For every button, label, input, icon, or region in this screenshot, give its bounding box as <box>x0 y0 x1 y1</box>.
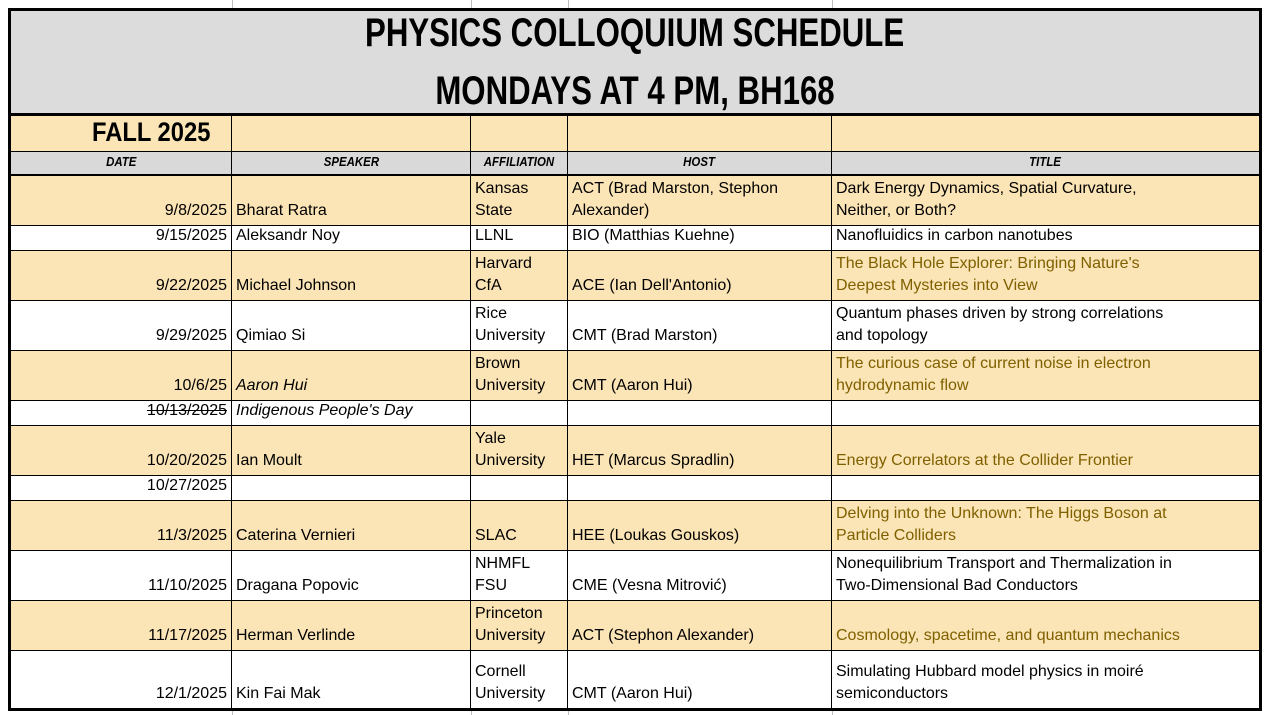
cell-date: 10/13/2025 <box>11 401 232 425</box>
cell-date: 11/3/2025 <box>11 501 232 550</box>
column-header-speaker: SPEAKER <box>232 152 471 174</box>
cell-host: CMT (Brad Marston) <box>568 301 832 350</box>
schedule-table: PHYSICS COLLOQUIUM SCHEDULE MONDAYS AT 4… <box>8 8 1262 711</box>
cell-title: Cosmology, spacetime, and quantum mechan… <box>836 627 1180 644</box>
cell-host: ACT (Brad Marston, Stephon Alexander) <box>568 176 832 225</box>
cell-host: ACT (Stephon Alexander) <box>568 601 832 650</box>
cell-host: HEE (Loukas Gouskos) <box>568 501 832 550</box>
cell-title: Dark Energy Dynamics, Spatial Curvature,… <box>836 180 1137 219</box>
schedule-row: 12/1/2025 Kin Fai Mak Cornell University… <box>11 651 1259 708</box>
cell-speaker: Qimiao Si <box>232 301 471 350</box>
schedule-row: 11/3/2025 Caterina Vernieri SLAC HEE (Lo… <box>11 501 1259 551</box>
schedule-row: 10/20/2025 Ian Moult Yale University HET… <box>11 426 1259 476</box>
cell-title: The Black Hole Explorer: Bringing Nature… <box>836 255 1140 294</box>
cell-date: 9/22/2025 <box>11 251 232 300</box>
cell-speaker: Kin Fai Mak <box>232 651 471 708</box>
cell-host: CMT (Aaron Hui) <box>568 651 832 708</box>
cell-date: 10/6/25 <box>11 351 232 400</box>
table-title-block: PHYSICS COLLOQUIUM SCHEDULE MONDAYS AT 4… <box>11 11 1259 116</box>
cell-affiliation: Cornell University <box>471 651 568 708</box>
cell-speaker: Dragana Popovic <box>232 551 471 600</box>
gridline-tick <box>832 711 833 715</box>
cell-affiliation: Rice University <box>471 301 568 350</box>
cell-title <box>832 401 1259 425</box>
schedule-row: 10/27/2025 <box>11 476 1259 501</box>
schedule-row: 9/8/2025 Bharat Ratra Kansas State ACT (… <box>11 176 1259 226</box>
cell-speaker: Ian Moult <box>232 426 471 475</box>
cell-host: BIO (Matthias Kuehne) <box>568 226 832 250</box>
cell-host: ACE (Ian Dell'Antonio) <box>568 251 832 300</box>
cell-title: Nonequilibrium Transport and Thermalizat… <box>836 555 1172 594</box>
cell-speaker: Indigenous People's Day <box>232 401 471 425</box>
column-header-affiliation: AFFILIATION <box>471 152 568 174</box>
cell-host: CMT (Aaron Hui) <box>568 351 832 400</box>
cell-speaker: Caterina Vernieri <box>232 501 471 550</box>
cell-affiliation: LLNL <box>471 226 568 250</box>
schedule-row: 9/22/2025 Michael Johnson Harvard CfA AC… <box>11 251 1259 301</box>
section-label: FALL 2025 <box>92 117 211 147</box>
cell-affiliation: Brown University <box>471 351 568 400</box>
cell-affiliation <box>471 401 568 425</box>
cell-title: Nanofluidics in carbon nanotubes <box>836 227 1073 244</box>
cell-affiliation: Harvard CfA <box>471 251 568 300</box>
cell-speaker: Michael Johnson <box>232 251 471 300</box>
gridline-tick <box>568 0 569 8</box>
schedule-row: 9/29/2025 Qimiao Si Rice University CMT … <box>11 301 1259 351</box>
column-header-title: TITLE <box>1029 154 1062 169</box>
cell-affiliation <box>471 476 568 500</box>
cell-speaker: Aaron Hui <box>232 351 471 400</box>
cell-affiliation: Princeton University <box>471 601 568 650</box>
cell-date: 9/8/2025 <box>11 176 232 225</box>
schedule-row: 11/10/2025 Dragana Popovic NHMFL FSU CME… <box>11 551 1259 601</box>
cell-title: Simulating Hubbard model physics in moir… <box>836 663 1144 702</box>
schedule-row: 11/17/2025 Herman Verlinde Princeton Uni… <box>11 601 1259 651</box>
cell-host <box>568 476 832 500</box>
cell-date: 9/15/2025 <box>11 226 232 250</box>
gridline-tick <box>832 0 833 8</box>
cell-date: 10/20/2025 <box>11 426 232 475</box>
cell-host <box>568 401 832 425</box>
column-header-host: HOST <box>568 152 832 174</box>
cell-title: Quantum phases driven by strong correlat… <box>836 305 1164 344</box>
schedule-row: 10/6/25 Aaron Hui Brown University CMT (… <box>11 351 1259 401</box>
cell-title: Delving into the Unknown: The Higgs Boso… <box>836 505 1167 544</box>
schedule-row: 9/15/2025 Aleksandr Noy LLNL BIO (Matthi… <box>11 226 1259 251</box>
section-row: FALL 2025 <box>11 116 1259 152</box>
cell-affiliation: NHMFL FSU <box>471 551 568 600</box>
gridline-tick <box>471 711 472 715</box>
column-header-row: DATE SPEAKER AFFILIATION HOST TITLE <box>11 152 1259 176</box>
cell-title <box>832 476 1259 500</box>
cell-host: CME (Vesna Mitrović) <box>568 551 832 600</box>
page-title: PHYSICS COLLOQUIUM SCHEDULE <box>365 10 905 55</box>
gridline-tick <box>471 0 472 8</box>
cell-host: HET (Marcus Spradlin) <box>568 426 832 475</box>
page-subtitle: MONDAYS AT 4 PM, BH168 <box>435 68 835 113</box>
gridline-tick <box>232 711 233 715</box>
cell-title: The curious case of current noise in ele… <box>836 355 1151 394</box>
cell-affiliation: SLAC <box>471 501 568 550</box>
cell-date: 11/17/2025 <box>11 601 232 650</box>
gridline-tick <box>232 0 233 8</box>
schedule-row: 10/13/2025 Indigenous People's Day <box>11 401 1259 426</box>
cell-affiliation: Yale University <box>471 426 568 475</box>
cell-date: 12/1/2025 <box>11 651 232 708</box>
cell-speaker <box>232 476 471 500</box>
column-header-date: DATE <box>11 152 232 174</box>
cell-date: 11/10/2025 <box>11 551 232 600</box>
cell-date: 9/29/2025 <box>11 301 232 350</box>
cell-speaker: Herman Verlinde <box>232 601 471 650</box>
cell-date: 10/27/2025 <box>11 476 232 500</box>
cell-speaker: Bharat Ratra <box>232 176 471 225</box>
cell-title: Energy Correlators at the Collider Front… <box>836 452 1134 469</box>
gridline-tick <box>568 711 569 715</box>
cell-affiliation: Kansas State <box>471 176 568 225</box>
cell-speaker: Aleksandr Noy <box>232 226 471 250</box>
